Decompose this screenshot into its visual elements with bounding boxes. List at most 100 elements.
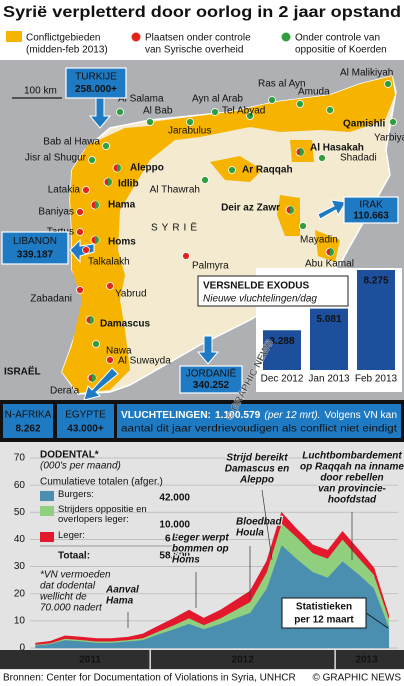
legend-label: Conflictgebieden [26,33,101,44]
city-label: Qamishli [343,119,385,130]
bar-subtitle: Nieuwe vluchtelingen/dag [203,294,317,305]
city-dot [90,316,94,324]
city-dot [389,118,397,126]
refugee-country: N-AFRIKA [5,410,52,421]
city-dot [186,118,194,126]
refugee-box [57,404,114,438]
legend-swatch [40,491,54,501]
refugee-country: LIBANON [13,236,57,247]
refugee-count: 110.663 [353,210,389,221]
annotation: Strijd bereikt [226,453,288,464]
city-dot [76,208,84,216]
city-dot [117,164,121,172]
legend-text: Leger: [58,531,85,541]
refugee-country: TURKIJE [75,72,117,83]
annotation-leader [261,489,273,561]
refugee-count: 8.262 [15,424,40,435]
conflict-area [277,195,300,236]
bar-title-box [197,275,349,307]
city-dot [76,286,84,294]
refugee-note-part: 1.100.579 [215,410,261,421]
conflict-area [210,156,262,182]
city-label: Al Hasakah [310,143,364,154]
bar-value-label: 3.288 [269,336,294,347]
annotation: Aanval [105,585,139,596]
city-dot [300,148,304,156]
deaths-title: DODENTAL* [40,450,99,461]
city-label: Ayn al Arab [192,94,243,105]
city-dot [268,96,276,104]
city-label: Palmyra [192,261,229,272]
city-label: Talkalakh [88,257,130,268]
refugee-country: EGYPTE [65,410,106,421]
city-label: Dera'a [50,386,80,397]
refugee-note-box [117,404,401,438]
footnote: 70.000 nadert [40,603,103,614]
refugee-note: aantal dit jaar verdrievoudigen als conf… [121,424,397,435]
city-dot [92,374,96,382]
conflict-area [150,76,395,142]
refugee-note: VLUCHTELINGEN: 1.100.579 (per 12 mrt). Volg… [121,410,397,421]
y-tick-label: 20 [14,588,26,599]
city-label: Homs [108,237,136,248]
credit: © GRAPHIC NEWS [313,673,402,684]
refugee-note-part: Volgens VN kan [325,410,397,421]
legend-label: Plaatsen onder controle [145,33,251,44]
annotation: hoofdstad [328,495,377,506]
area [35,511,390,645]
legend-label: Burgers: [58,490,94,500]
city-label: Bab al Hawa [43,137,100,148]
city-label: Amuda [298,87,330,98]
refugee-note-part: (per 12 mrt). [264,410,320,421]
x-tick-label: 2011 [79,655,101,666]
annotation: Hama [106,596,134,607]
city-dot [102,142,110,150]
stats-leader [365,612,389,629]
city-dot [318,154,326,162]
arrow [69,238,95,264]
city-dot [211,108,219,116]
y-tick-label: 60 [14,480,26,491]
city-label: Abu Kamal [305,259,354,270]
annotation: van provincie- [318,484,386,495]
city-dot [228,166,236,174]
city-dot [88,156,96,164]
annotation: Leger werpt [172,533,229,544]
annotation: Damascus en [225,464,289,475]
city-dot [76,228,84,236]
city-dot [116,108,124,116]
annotation: bommen op [172,544,229,555]
legend-total: 6.500 [165,534,190,545]
refugee-count: 339.187 [17,250,54,261]
bar [357,270,395,370]
legend-total: 10.000 [159,520,190,531]
footnote: wellicht de [40,592,87,603]
bar-category-label: Jan 2013 [308,374,350,385]
refugee-note-part: VLUCHTELINGEN: [121,410,211,421]
bar-category-label: Feb 2013 [355,374,398,385]
arrow [196,335,220,365]
city-dot [82,246,90,254]
x-tick-label: 2013 [355,655,378,666]
refugee-count: 43.000+ [67,424,104,435]
city-dot [296,100,304,108]
y-tick-label: 70 [14,453,26,464]
city-label: Baniyas [38,207,74,218]
stats-note: Statistieken [296,602,352,613]
y-tick-label: 50 [14,507,26,518]
footer-background [0,670,404,686]
legend-label: Strijders oppositie en overlopers leger: [58,505,147,525]
city-label: Ar Raqqah [242,165,293,176]
legend-text: Burgers: [58,490,94,500]
refugee-box [179,365,243,394]
city-dot [246,112,254,120]
city-label: Al Malikiyah [340,68,393,79]
arrow [317,199,347,220]
map [0,60,404,402]
city-dot [146,118,154,126]
city-label: Al Salama [118,94,164,105]
city-dot [95,201,99,209]
city-label: Nawa [106,346,132,357]
annotation: op Raqqah na inname [300,462,404,473]
bar [263,330,301,370]
